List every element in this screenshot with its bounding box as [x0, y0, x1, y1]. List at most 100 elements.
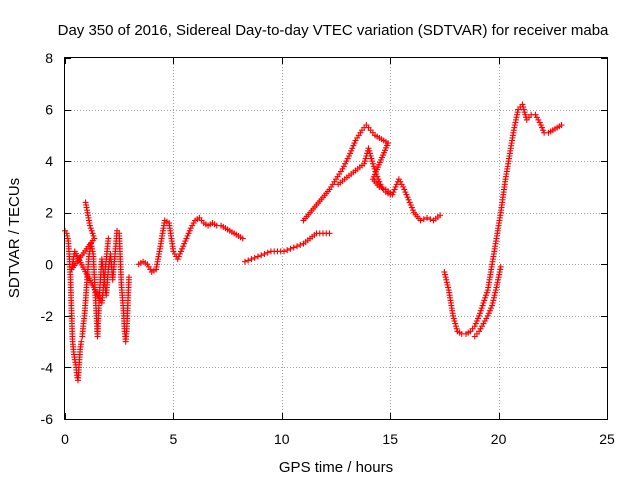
- data-point: [478, 323, 485, 330]
- data-point: [452, 323, 459, 330]
- data-point: [351, 140, 358, 147]
- data-point: [519, 101, 526, 108]
- data-point: [398, 181, 405, 188]
- data-point: [420, 216, 427, 223]
- data-point: [482, 294, 489, 301]
- data-point: [369, 160, 376, 167]
- data-point: [183, 235, 190, 242]
- data-point: [490, 297, 497, 304]
- data-point: [405, 196, 412, 203]
- data-point: [239, 235, 246, 242]
- data-point: [344, 155, 351, 162]
- data-series-afternoon-lower: [335, 145, 394, 198]
- data-point: [182, 238, 189, 245]
- data-point: [367, 152, 374, 159]
- data-point: [444, 281, 451, 288]
- data-point: [362, 155, 369, 162]
- data-point: [170, 248, 177, 255]
- data-point: [441, 269, 448, 276]
- data-point: [533, 114, 540, 121]
- data-point: [520, 103, 527, 110]
- data-point: [145, 263, 152, 270]
- data-point: [171, 250, 178, 257]
- data-point: [471, 323, 478, 330]
- data-point: [402, 189, 409, 196]
- data-point: [476, 310, 483, 317]
- data-point: [293, 243, 300, 250]
- data-point: [261, 250, 268, 257]
- data-point: [490, 294, 497, 301]
- data-series-afternoon: [300, 122, 444, 224]
- data-point: [489, 302, 496, 309]
- y-tick-label: 4: [45, 153, 53, 169]
- data-point: [484, 312, 491, 319]
- data-series-midday: [241, 230, 333, 265]
- data-point: [258, 252, 265, 259]
- data-point: [393, 181, 400, 188]
- data-point: [400, 183, 407, 190]
- data-point: [397, 178, 404, 185]
- data-point: [479, 302, 486, 309]
- data-point: [264, 249, 271, 256]
- data-point: [483, 292, 490, 299]
- data-point: [538, 124, 545, 131]
- data-point: [477, 325, 484, 332]
- data-point: [374, 173, 381, 180]
- data-point: [254, 253, 261, 260]
- data-point: [391, 186, 398, 193]
- data-point: [451, 318, 458, 325]
- data-point: [147, 266, 154, 273]
- data-point: [241, 258, 248, 265]
- data-point: [350, 142, 357, 149]
- data-point: [379, 185, 386, 192]
- data-point: [437, 212, 444, 219]
- data-point: [86, 222, 93, 229]
- data-point: [485, 310, 492, 317]
- x-tick-label: 25: [599, 431, 615, 447]
- data-point: [284, 247, 291, 254]
- data-point: [347, 150, 354, 157]
- data-point: [326, 230, 333, 237]
- data-point: [395, 176, 402, 183]
- data-series-early-b: [79, 227, 132, 345]
- data-point: [346, 152, 353, 159]
- data-point: [175, 253, 182, 260]
- data-point: [370, 163, 377, 170]
- data-point: [445, 284, 452, 291]
- x-tick-label: 5: [170, 431, 178, 447]
- data-point: [404, 194, 411, 201]
- data-point: [339, 165, 346, 172]
- data-point: [375, 176, 382, 183]
- data-point: [343, 158, 350, 165]
- data-point: [480, 320, 487, 327]
- data-point: [483, 289, 490, 296]
- data-point: [442, 271, 449, 278]
- y-tick-label: 8: [45, 50, 53, 66]
- data-point: [290, 244, 297, 251]
- data-point: [90, 232, 97, 239]
- data-point: [184, 232, 191, 239]
- data-point: [472, 320, 479, 327]
- data-point: [387, 191, 394, 198]
- data-point: [187, 225, 194, 232]
- data-point: [427, 216, 434, 223]
- x-tick-label: 10: [274, 431, 290, 447]
- data-point: [491, 292, 498, 299]
- data-point: [442, 274, 449, 281]
- data-point: [521, 109, 528, 116]
- data-point: [540, 127, 547, 134]
- data-point: [144, 261, 151, 268]
- y-tick-label: 6: [45, 102, 53, 118]
- data-point: [248, 256, 255, 263]
- data-point: [189, 222, 196, 229]
- y-tick-label: -6: [41, 411, 54, 427]
- data-point: [342, 160, 349, 167]
- data-point: [558, 122, 565, 129]
- data-series-morning: [135, 214, 246, 276]
- data-point: [488, 305, 495, 312]
- data-point: [179, 245, 186, 252]
- data-point: [535, 116, 542, 123]
- data-point: [287, 245, 294, 252]
- data-point: [532, 111, 539, 118]
- data-point: [403, 191, 410, 198]
